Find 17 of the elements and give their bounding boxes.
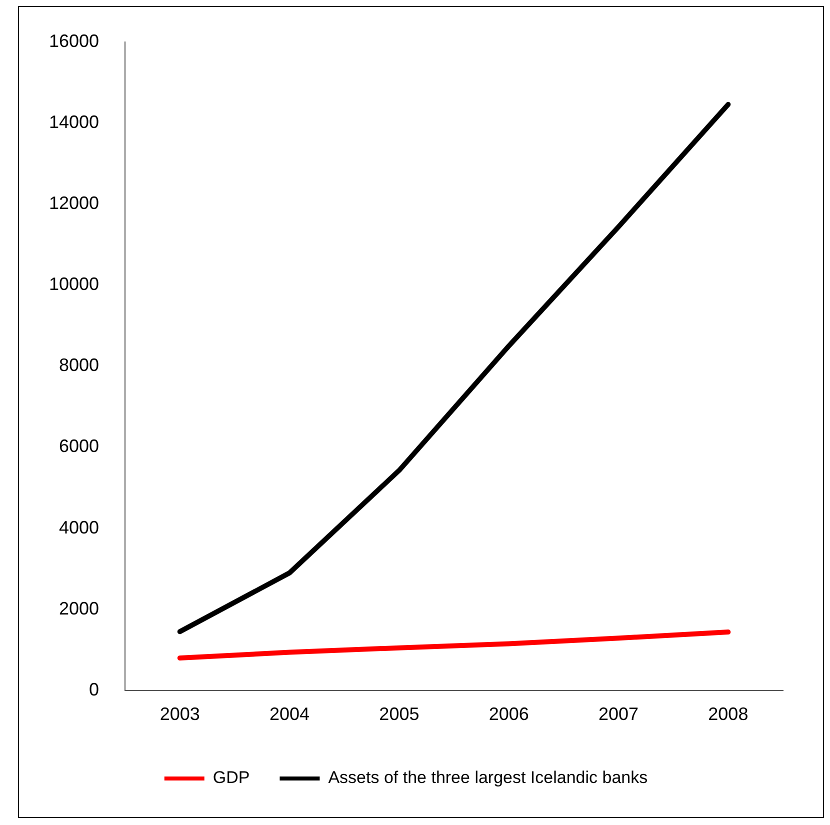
y-tick-label: 4000 [59,517,100,538]
x-tick-label: 2003 [160,704,200,724]
y-tick-label: 10000 [48,274,100,294]
y-tick-label: 12000 [48,193,100,214]
legend-label: Assets of the three largest Icelandic banks [328,768,648,788]
x-tick-label: 2006 [488,704,529,724]
y-tick-label: 2000 [59,598,100,618]
x-tick-label: 2007 [598,704,639,724]
x-tick-label: 2004 [270,704,310,724]
x-tick-label: 2008 [708,704,748,724]
legend-label: GDP [212,768,250,788]
x-tick-label: 2005 [379,704,420,724]
y-tick-label: 14000 [48,112,100,132]
y-tick-label: 8000 [59,355,100,376]
y-tick-label: 6000 [59,436,100,456]
y-tick-label: 16000 [48,30,100,51]
y-tick-label: 0 [89,679,100,700]
